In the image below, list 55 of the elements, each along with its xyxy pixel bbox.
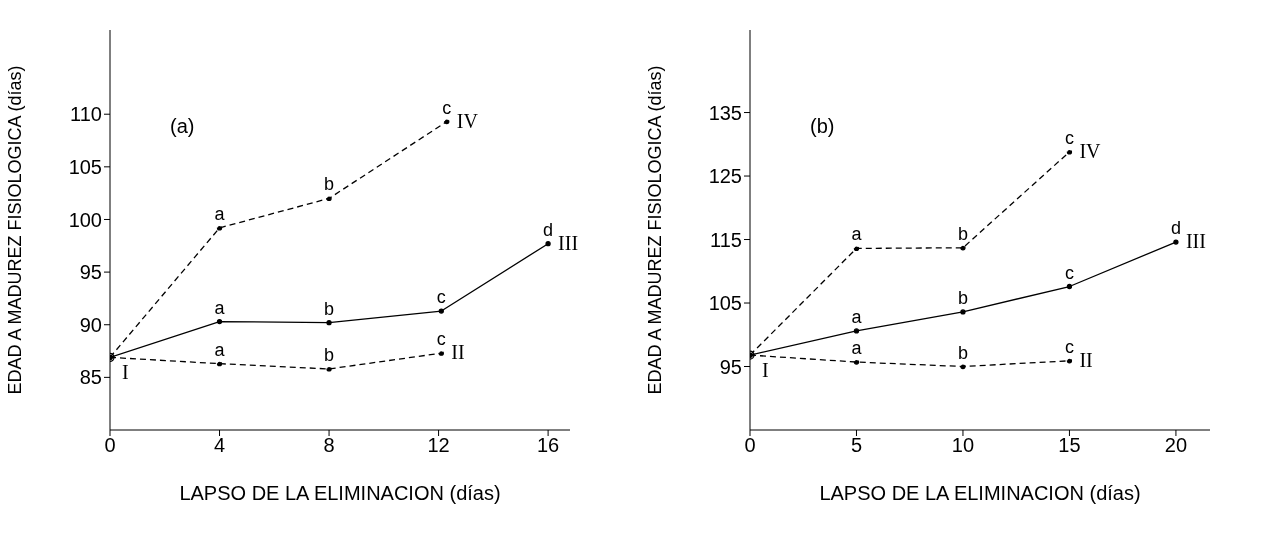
annotation: d bbox=[543, 219, 554, 240]
annotation: a bbox=[214, 297, 226, 318]
annotation: c bbox=[1064, 336, 1074, 357]
annotation: c bbox=[442, 97, 452, 118]
annotation: b bbox=[957, 223, 968, 244]
y-tick-label: 100 bbox=[68, 208, 102, 231]
text: (a) bbox=[170, 115, 195, 138]
x-tick-label: 0 bbox=[104, 434, 116, 457]
y-tick-label: 125 bbox=[708, 165, 742, 188]
annotation: d bbox=[1170, 218, 1181, 239]
annotation: c bbox=[1064, 127, 1074, 148]
y-tick-label: 90 bbox=[79, 313, 102, 336]
annotation: b bbox=[324, 174, 335, 195]
y-tick-label: 95 bbox=[719, 355, 742, 378]
annotation: b bbox=[957, 287, 968, 308]
annotation: c bbox=[1064, 262, 1074, 283]
series-label: II bbox=[451, 341, 465, 364]
text: I bbox=[762, 359, 769, 382]
x-tick-label: 5 bbox=[850, 434, 863, 457]
y-tick-label: 95 bbox=[79, 261, 102, 284]
y-tick-label: 115 bbox=[710, 228, 742, 251]
annotation: a bbox=[214, 203, 226, 224]
series-label: III bbox=[558, 231, 579, 254]
annotation: a bbox=[851, 338, 863, 359]
annotation: b bbox=[957, 342, 968, 363]
x-tick-label: 8 bbox=[323, 434, 335, 457]
y-axis-title: EDAD A MADUREZ FISIOLOGICA (días) bbox=[5, 65, 26, 395]
x-tick-label: 16 bbox=[536, 434, 560, 457]
annotation: a bbox=[214, 339, 226, 360]
annotation: c bbox=[436, 329, 446, 350]
annotation: b bbox=[324, 344, 335, 365]
y-tick-label: 105 bbox=[708, 292, 742, 315]
series-label: IV bbox=[1079, 139, 1102, 162]
text: I bbox=[122, 361, 129, 384]
annotation: a bbox=[851, 224, 863, 245]
x-axis-title: LAPSO DE LA ELIMINACION (días) bbox=[179, 482, 501, 504]
annotation: c bbox=[436, 287, 446, 308]
series-label: IV bbox=[456, 109, 479, 132]
x-tick-label: 12 bbox=[427, 434, 450, 457]
series-label: II bbox=[1079, 348, 1093, 371]
x-tick-label: 15 bbox=[1058, 434, 1081, 457]
x-tick-label: 0 bbox=[744, 434, 756, 457]
annotation: a bbox=[851, 306, 863, 327]
y-tick-label: 85 bbox=[79, 366, 102, 389]
y-tick-label: 135 bbox=[708, 101, 742, 124]
y-tick-label: 110 bbox=[70, 103, 102, 126]
x-axis-title: LAPSO DE LA ELIMINACION (días) bbox=[819, 482, 1141, 504]
y-tick-label: 105 bbox=[68, 155, 102, 178]
x-tick-label: 10 bbox=[951, 434, 975, 457]
text: (b) bbox=[810, 115, 835, 138]
y-axis-title: EDAD A MADUREZ FISIOLOGICA (días) bbox=[645, 65, 666, 395]
annotation: b bbox=[324, 298, 335, 319]
x-tick-label: 20 bbox=[1164, 434, 1188, 457]
x-tick-label: 4 bbox=[213, 434, 226, 457]
series-label: III bbox=[1185, 230, 1206, 253]
